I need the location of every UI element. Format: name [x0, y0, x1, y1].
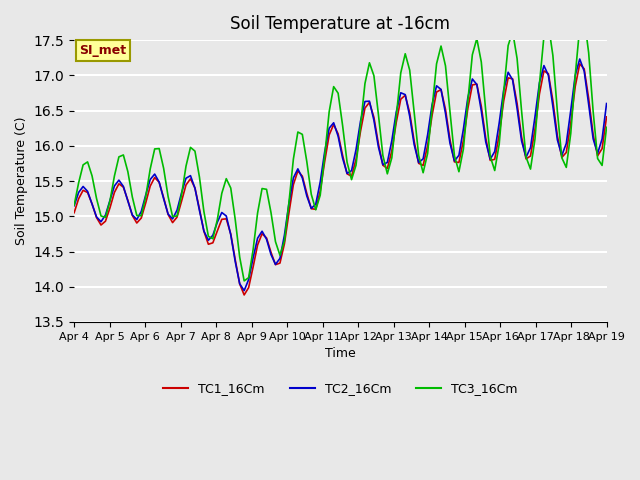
Text: SI_met: SI_met: [79, 44, 127, 57]
Title: Soil Temperature at -16cm: Soil Temperature at -16cm: [230, 15, 451, 33]
X-axis label: Time: Time: [325, 347, 356, 360]
Legend: TC1_16Cm, TC2_16Cm, TC3_16Cm: TC1_16Cm, TC2_16Cm, TC3_16Cm: [158, 377, 523, 400]
Y-axis label: Soil Temperature (C): Soil Temperature (C): [15, 117, 28, 245]
